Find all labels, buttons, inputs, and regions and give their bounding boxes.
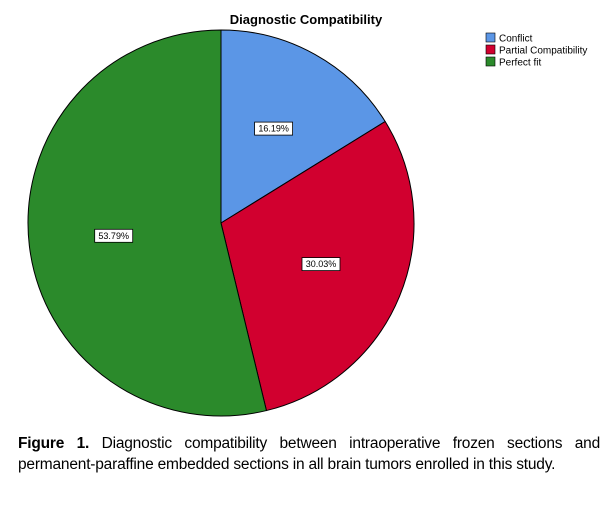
svg-text:Partial Compatibility: Partial Compatibility bbox=[499, 46, 587, 57]
pie-slice-perfect-fit bbox=[27, 29, 268, 417]
svg-text:30.03%: 30.03% bbox=[306, 259, 337, 269]
slice-label-conflict: 16.19% bbox=[254, 121, 294, 136]
svg-text:Conflict: Conflict bbox=[499, 34, 533, 45]
chart-title: Diagnostic Compatibility bbox=[230, 12, 383, 27]
figure-caption: Figure 1. Diagnostic compatibility betwe… bbox=[18, 433, 600, 475]
svg-text:53.79%: 53.79% bbox=[98, 231, 129, 241]
pie-chart: Diagnostic Compatibility 16.19% 30.03% 53.… bbox=[27, 12, 587, 417]
svg-text:16.19%: 16.19% bbox=[258, 124, 289, 134]
caption-text: Diagnostic compatibility between intraop… bbox=[18, 435, 601, 473]
slice-label-perfect-fit: 53.79% bbox=[94, 228, 134, 243]
pie-slice-conflict bbox=[220, 29, 386, 224]
legend-item-partial-compatibility: Partial Compatibility bbox=[485, 44, 587, 57]
slice-label-partial-compatibility: 30.03% bbox=[301, 257, 341, 272]
svg-text:Perfect fit: Perfect fit bbox=[499, 58, 541, 69]
caption-label: Figure 1. bbox=[18, 435, 90, 452]
legend-item-perfect-fit: Perfect fit bbox=[485, 56, 541, 69]
legend-item-conflict: Conflict bbox=[485, 32, 533, 45]
